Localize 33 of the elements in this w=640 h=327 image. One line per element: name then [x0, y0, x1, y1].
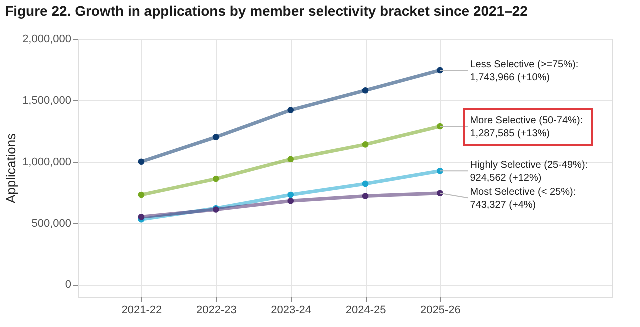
- point: [213, 134, 220, 140]
- annotation: 1,743,966 (+10%): [470, 72, 550, 84]
- x-tick-label: 2025-26: [420, 304, 461, 316]
- text: Most Selective (< 25%):: [470, 187, 576, 198]
- point: [213, 176, 220, 182]
- point: [288, 107, 294, 114]
- y-tick-label: 1,500,000: [22, 94, 72, 107]
- y-tick-label: 0: [65, 279, 72, 292]
- point: [138, 192, 145, 198]
- y-tick-label: 1,000,000: [22, 156, 72, 168]
- point: [138, 214, 145, 220]
- point: [362, 180, 369, 188]
- annotation: 924,562 (+12%): [470, 173, 542, 184]
- point: [138, 158, 145, 166]
- text: Less Selective (>=75%):: [470, 59, 579, 70]
- x-tick-label: 2024-25: [346, 304, 386, 316]
- annotation: 743,327 (+4%): [470, 200, 536, 212]
- annotation: 1,287,585 (+13%): [470, 128, 550, 140]
- y-tick-label: 500,000: [32, 218, 72, 230]
- chart-title: Figure 22. Growth in applications by member selectivity bracket since 2021–22: [5, 3, 528, 19]
- point: [288, 192, 294, 198]
- text: More Selective (50-74%):: [470, 116, 584, 127]
- x-tick-label: 2022-23: [196, 304, 237, 316]
- text: Highly Selective (25-49%):: [470, 160, 588, 172]
- point: [288, 198, 294, 204]
- y-tick-label: 2,000,000: [22, 34, 72, 46]
- point: [362, 193, 369, 200]
- x-tick-label: 2021-22: [122, 304, 162, 316]
- point: [288, 156, 294, 163]
- point: [362, 142, 369, 148]
- point: [362, 87, 369, 94]
- y-axis-title: Applications: [4, 132, 19, 204]
- x-tick-label: 2023-24: [271, 304, 312, 316]
